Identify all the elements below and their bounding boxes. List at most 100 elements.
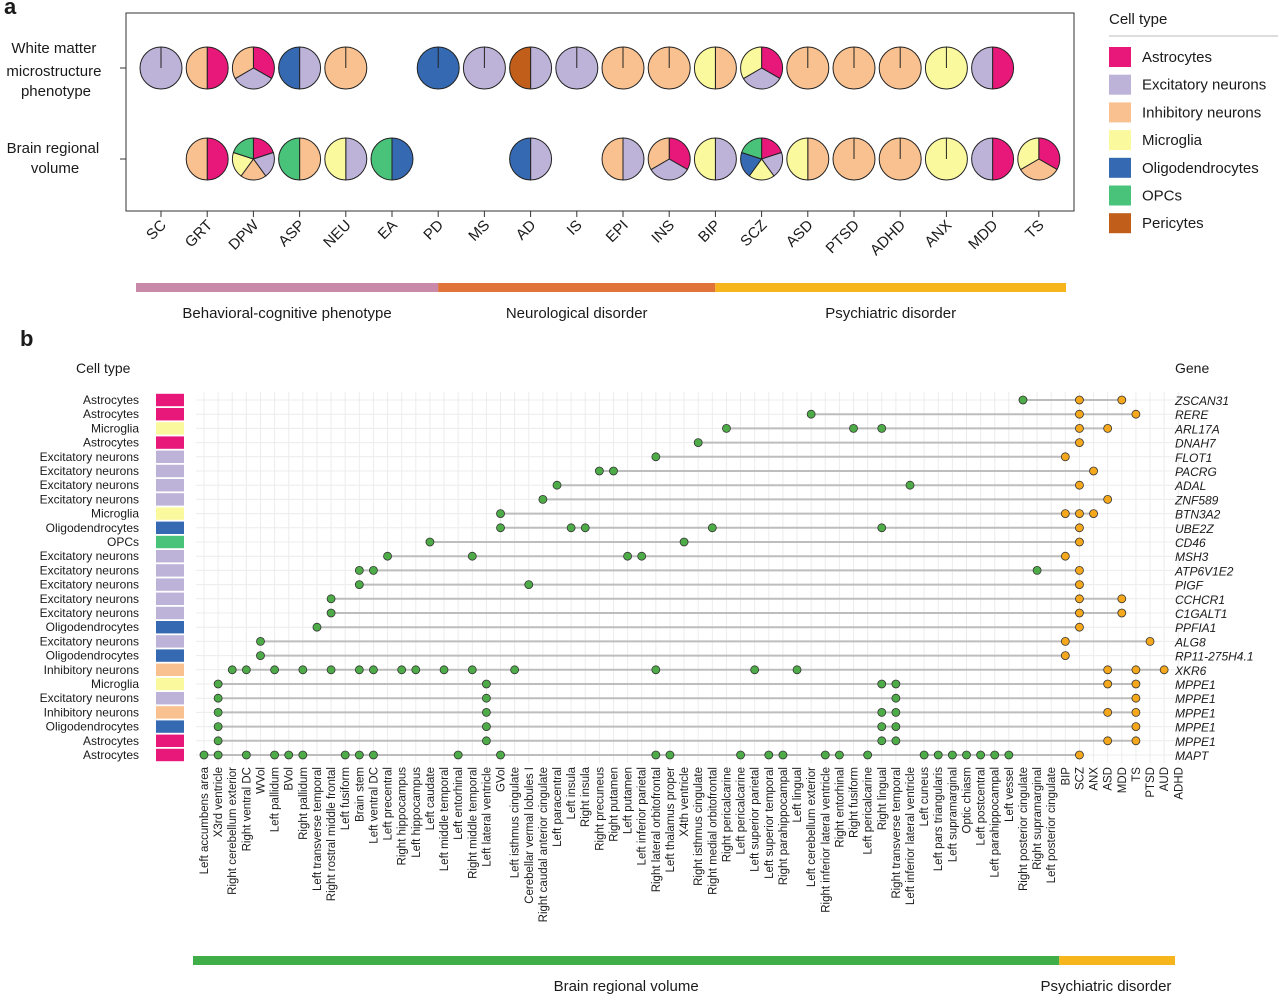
pie-slice <box>741 137 763 160</box>
association-dot <box>594 466 604 476</box>
pie-slice <box>185 137 208 181</box>
association-dot <box>877 708 887 717</box>
association-dot <box>905 480 915 490</box>
cell-type-swatch <box>156 408 184 421</box>
column-label: Left pericalcarine <box>736 767 748 855</box>
dot-row-mppe1: Astrocytes MPPE1 <box>83 734 1216 749</box>
association-dot <box>1004 750 1014 760</box>
dot-row-cd46: OPCs CD46 <box>107 535 1206 550</box>
category-label: ASP <box>275 217 308 250</box>
association-dot <box>383 551 392 561</box>
association-dot <box>1145 637 1155 646</box>
association-dot <box>566 523 576 533</box>
pie-ad-row1 <box>509 46 553 90</box>
column-label: Right entorhinal <box>834 767 846 848</box>
column-label: Left fusiform <box>340 767 352 830</box>
association-dot <box>820 750 830 760</box>
pie-slice <box>807 137 830 181</box>
column-label: Left cuneus <box>919 767 931 827</box>
column-label: Left transverse temporal <box>312 767 324 891</box>
association-dot <box>481 722 491 731</box>
association-dot <box>849 423 858 433</box>
gene-label: ATP6V1E2 <box>1174 564 1234 578</box>
category-label: MS <box>465 217 493 245</box>
association-dot <box>1032 566 1042 575</box>
pie-slice <box>740 46 763 80</box>
association-dot <box>1075 750 1084 760</box>
association-dot <box>1103 679 1113 689</box>
association-dot <box>1060 551 1070 561</box>
pie-asp-row1 <box>278 46 322 90</box>
association-dot <box>1075 423 1084 433</box>
pie-slice <box>234 67 273 90</box>
column-label: Left superior parietal <box>750 767 762 872</box>
pie-adhd-row2 <box>878 137 922 181</box>
association-dot <box>1103 708 1113 717</box>
column-label: Left pallidum <box>270 767 282 832</box>
association-dot <box>891 693 901 703</box>
association-dot <box>1060 651 1070 660</box>
category-label: IS <box>564 217 586 239</box>
column-label: Left inferior parietal <box>637 767 649 865</box>
association-dot <box>580 523 590 533</box>
association-dot <box>877 523 887 533</box>
column-label: X4th ventricle <box>679 767 691 837</box>
gene-label: UBE2Z <box>1175 522 1214 536</box>
association-dot <box>552 480 562 490</box>
association-dot <box>707 523 717 533</box>
dot-row-pigf: Excitatory neurons PIGF <box>40 578 1204 593</box>
cell-type-swatch <box>156 592 184 605</box>
cell-type-swatch <box>156 578 184 591</box>
group-bars: Behavioral-cognitive phenotype Neurologic… <box>136 283 1066 322</box>
association-dot <box>256 637 265 646</box>
cell-type-label: Astrocytes <box>83 748 139 762</box>
association-dot <box>369 566 378 575</box>
pie-slice <box>278 137 301 181</box>
cell-type-label: Oligodendrocytes <box>46 521 139 535</box>
association-dot <box>1131 679 1141 689</box>
association-dot <box>1117 608 1127 618</box>
gene-label: CCHCR1 <box>1175 593 1225 607</box>
association-dot <box>354 580 364 589</box>
pie-slice <box>185 46 208 90</box>
legend-label: Excitatory neurons <box>1142 77 1266 94</box>
column-label: Left isthmus cingulate <box>510 767 522 878</box>
association-dot <box>1103 736 1113 746</box>
dot-row-mapt: Astrocytes MAPT <box>83 748 1210 763</box>
column-label: ADHD <box>1173 767 1185 800</box>
pie-grid <box>139 46 1061 181</box>
association-dot <box>481 736 491 746</box>
gene-label: MSH3 <box>1175 550 1209 564</box>
gene-label: MPPE1 <box>1175 692 1216 706</box>
gene-label: ARL17A <box>1174 422 1220 436</box>
pie-grt-row1 <box>185 46 229 90</box>
association-dot <box>213 736 223 746</box>
pie-sc-row1 <box>139 46 183 90</box>
pie-slice <box>971 137 994 181</box>
column-label: Right fusiform <box>849 767 861 838</box>
legend-swatch <box>1109 47 1131 67</box>
column-labels: Left accumbens area X3rd ventricle Right c… <box>199 766 1185 922</box>
association-dot <box>1159 665 1169 675</box>
column-label: Right hippocampus <box>397 767 409 866</box>
cell-type-swatch <box>156 720 184 733</box>
legend-title: Cell type <box>1109 11 1167 28</box>
pie-slice <box>299 46 322 90</box>
association-dot <box>1089 466 1098 476</box>
gene-label: XKR6 <box>1174 664 1207 678</box>
category-label: ADHD <box>867 217 909 259</box>
gene-label: ADAL <box>1174 479 1206 493</box>
association-dot <box>354 665 364 675</box>
pie-slice <box>391 137 414 181</box>
association-dot <box>1131 665 1141 675</box>
column-label: Right parahippocampal <box>778 767 790 885</box>
group-bar <box>136 283 439 292</box>
legend-swatch <box>1109 157 1131 178</box>
column-label: Left pars triangularis <box>933 767 945 871</box>
gene-label: MPPE1 <box>1175 678 1216 692</box>
gene-label: DNAH7 <box>1175 437 1217 451</box>
panel-a-label: a <box>4 0 17 19</box>
legend-swatch <box>1109 213 1131 234</box>
pie-ea-row2 <box>370 137 414 181</box>
